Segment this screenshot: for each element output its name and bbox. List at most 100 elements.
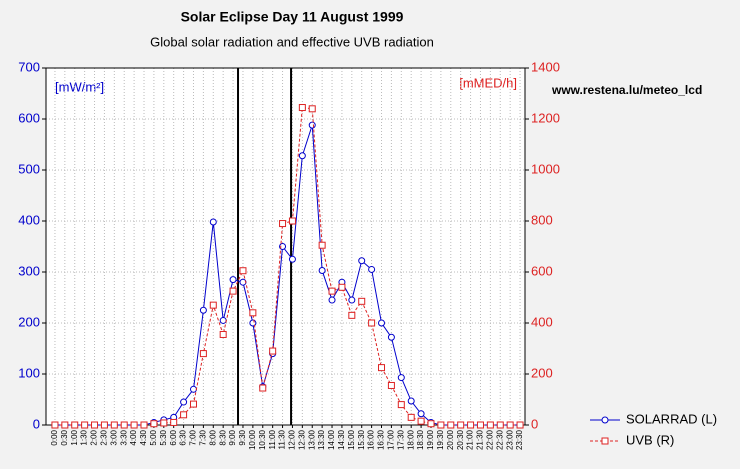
- point-marker: [219, 316, 227, 324]
- point-marker: [189, 400, 197, 408]
- point-marker: [81, 421, 89, 429]
- x-tick-label: 18:00: [406, 429, 415, 450]
- chart-subtitle: Global solar radiation and effective UVB…: [150, 34, 434, 49]
- point-marker: [249, 309, 257, 317]
- x-tick-label: 8:00: [208, 429, 217, 445]
- x-tick-label: 2:30: [100, 429, 109, 445]
- point-marker: [318, 266, 326, 274]
- point-marker: [130, 421, 138, 429]
- point-marker: [150, 420, 158, 428]
- point-marker: [348, 311, 356, 319]
- point-marker: [308, 121, 316, 129]
- point-marker: [338, 283, 346, 291]
- x-tick-label: 20:30: [456, 429, 465, 450]
- point-marker: [71, 421, 79, 429]
- y-axis-label: [mW/m²]: [55, 79, 104, 94]
- x-tick-label: 17:00: [387, 429, 396, 450]
- x-tick-label: 0:00: [50, 429, 59, 445]
- point-marker: [308, 105, 316, 113]
- y-tick-label: 100: [18, 365, 40, 380]
- point-marker: [467, 421, 475, 429]
- y-tick-label: 500: [18, 161, 40, 176]
- y2-tick-label: 200: [531, 365, 553, 380]
- point-marker: [328, 287, 336, 295]
- y2-tick-label: 600: [531, 263, 553, 278]
- point-marker: [496, 421, 504, 429]
- point-marker: [100, 421, 108, 429]
- x-tick-label: 3:00: [109, 429, 118, 445]
- x-tick-label: 15:30: [357, 429, 366, 450]
- x-tick-label: 11:00: [268, 429, 277, 449]
- point-marker: [209, 301, 217, 309]
- x-tick-label: 9:00: [228, 429, 237, 445]
- y2-tick-label: 1000: [531, 161, 560, 176]
- legend-label: UVB (R): [626, 432, 674, 447]
- x-tick-label: 21:00: [466, 429, 475, 450]
- x-tick-label: 10:30: [258, 429, 267, 450]
- point-marker: [61, 421, 69, 429]
- point-marker: [288, 255, 296, 263]
- x-tick-label: 1:00: [70, 429, 79, 445]
- point-marker: [318, 241, 326, 249]
- point-marker: [417, 417, 425, 425]
- x-tick-label: 18:30: [416, 429, 425, 450]
- y2-tick-label: 400: [531, 314, 553, 329]
- point-marker: [298, 152, 306, 160]
- annotation: www.restena.lu/meteo_lcd: [551, 83, 702, 97]
- point-marker: [180, 411, 188, 419]
- plot-frame: [45, 67, 526, 426]
- point-marker: [239, 278, 247, 286]
- point-marker: [397, 374, 405, 382]
- y2-tick-label: 0: [531, 416, 538, 431]
- point-marker: [387, 381, 395, 389]
- point-marker: [199, 350, 207, 358]
- point-marker: [516, 421, 524, 429]
- y2-tick-label: 800: [531, 212, 553, 227]
- y2-tick-label: 1200: [531, 110, 560, 125]
- x-tick-label: 7:30: [198, 429, 207, 445]
- legend-marker: [601, 437, 609, 445]
- point-marker: [407, 413, 415, 421]
- point-marker: [259, 384, 267, 392]
- point-marker: [328, 296, 336, 304]
- x-tick-label: 2:00: [90, 429, 99, 445]
- legend-marker: [601, 416, 609, 424]
- y-tick-label: 0: [33, 416, 40, 431]
- x-tick-label: 0:30: [60, 429, 69, 445]
- y-tick-label: 300: [18, 263, 40, 278]
- x-tick-label: 23:30: [515, 429, 524, 450]
- point-marker: [219, 330, 227, 338]
- x-tick-label: 3:30: [119, 429, 128, 445]
- x-tick-label: 20:00: [446, 429, 455, 450]
- x-tick-label: 14:30: [337, 429, 346, 450]
- point-marker: [239, 267, 247, 275]
- point-marker: [160, 419, 168, 427]
- point-marker: [476, 421, 484, 429]
- y-tick-label: 600: [18, 110, 40, 125]
- x-tick-label: 15:00: [347, 429, 356, 450]
- x-tick-label: 11:30: [278, 429, 287, 449]
- x-tick-label: 10:00: [248, 429, 257, 450]
- point-marker: [407, 397, 415, 405]
- point-marker: [387, 333, 395, 341]
- x-tick-label: 23:00: [505, 429, 514, 450]
- point-marker: [298, 104, 306, 112]
- y2-axis-label: [mMED/h]: [459, 75, 517, 90]
- x-tick-label: 16:00: [367, 429, 376, 450]
- x-tick-label: 22:30: [495, 429, 504, 450]
- point-marker: [427, 420, 435, 428]
- point-marker: [288, 217, 296, 225]
- x-tick-label: 22:00: [485, 429, 494, 450]
- y2-tick-label: 1400: [531, 59, 560, 74]
- point-marker: [120, 421, 128, 429]
- y-tick-label: 400: [18, 212, 40, 227]
- point-marker: [397, 401, 405, 409]
- point-marker: [269, 347, 277, 355]
- point-marker: [486, 421, 494, 429]
- point-marker: [91, 421, 99, 429]
- chart-title: Solar Eclipse Day 11 August 1999: [181, 9, 404, 25]
- x-tick-label: 13:30: [317, 429, 326, 450]
- x-tick-label: 5:00: [149, 429, 158, 445]
- point-marker: [209, 218, 217, 226]
